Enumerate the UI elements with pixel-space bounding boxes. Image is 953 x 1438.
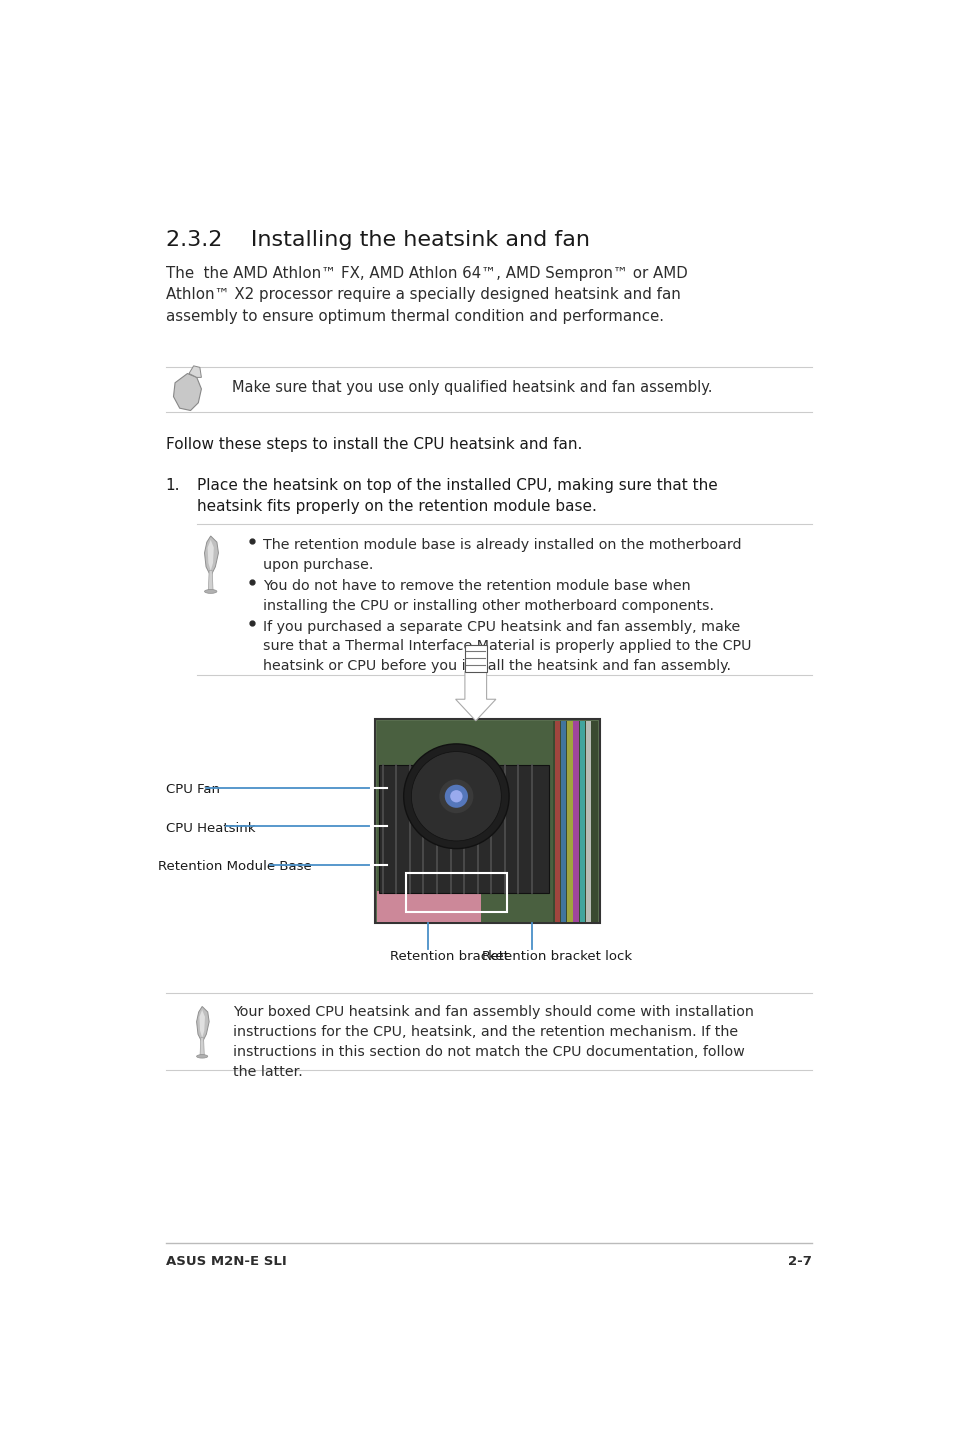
Polygon shape (196, 1007, 209, 1043)
Bar (579, 720, 584, 922)
Circle shape (403, 743, 509, 848)
Polygon shape (200, 1038, 204, 1055)
Ellipse shape (204, 590, 216, 594)
Text: Your boxed CPU heatsink and fan assembly should come with installation
instructi: Your boxed CPU heatsink and fan assembly… (233, 1005, 753, 1078)
Bar (585, 720, 591, 922)
Text: Retention bracket lock: Retention bracket lock (481, 951, 632, 963)
Text: Retention bracket: Retention bracket (390, 951, 509, 963)
Text: CPU Fan: CPU Fan (166, 784, 219, 797)
Text: Follow these steps to install the CPU heatsink and fan.: Follow these steps to install the CPU he… (166, 437, 581, 452)
Bar (378, 765, 549, 893)
Polygon shape (199, 1009, 205, 1038)
Text: 2.3.2    Installing the heatsink and fan: 2.3.2 Installing the heatsink and fan (166, 230, 589, 250)
Bar (375, 719, 599, 923)
Bar (464, 644, 486, 672)
Text: ASUS M2N-E SLI: ASUS M2N-E SLI (166, 1255, 286, 1268)
Polygon shape (456, 672, 496, 720)
Text: CPU Heatsink: CPU Heatsink (166, 821, 255, 834)
Bar (376, 892, 480, 922)
Polygon shape (189, 365, 201, 377)
Ellipse shape (196, 1054, 208, 1058)
Bar (560, 720, 566, 922)
Polygon shape (208, 539, 213, 571)
Polygon shape (204, 536, 218, 577)
Text: 1.: 1. (166, 479, 180, 493)
Text: 2-7: 2-7 (787, 1255, 811, 1268)
Circle shape (450, 789, 462, 802)
Circle shape (411, 752, 500, 841)
Text: Make sure that you use only qualified heatsink and fan assembly.: Make sure that you use only qualified he… (232, 380, 711, 394)
Circle shape (444, 785, 468, 808)
Text: Place the heatsink on top of the installed CPU, making sure that the
heatsink fi: Place the heatsink on top of the install… (196, 479, 717, 515)
Bar (406, 873, 506, 912)
Text: The  the AMD Athlon™ FX, AMD Athlon 64™, AMD Sempron™ or AMD
Athlon™ X2 processo: The the AMD Athlon™ FX, AMD Athlon 64™, … (166, 266, 687, 324)
Circle shape (439, 779, 473, 814)
Text: Retention Module Base: Retention Module Base (158, 860, 312, 873)
Bar (553, 720, 598, 922)
Bar (555, 720, 559, 922)
Polygon shape (208, 571, 213, 590)
Bar (376, 720, 598, 922)
Bar (567, 720, 572, 922)
Text: The retention module base is already installed on the motherboard
upon purchase.: The retention module base is already ins… (262, 538, 740, 572)
Text: You do not have to remove the retention module base when
installing the CPU or i: You do not have to remove the retention … (262, 580, 713, 613)
Text: If you purchased a separate CPU heatsink and fan assembly, make
sure that a Ther: If you purchased a separate CPU heatsink… (262, 620, 750, 673)
Bar (573, 720, 578, 922)
Polygon shape (173, 374, 201, 410)
